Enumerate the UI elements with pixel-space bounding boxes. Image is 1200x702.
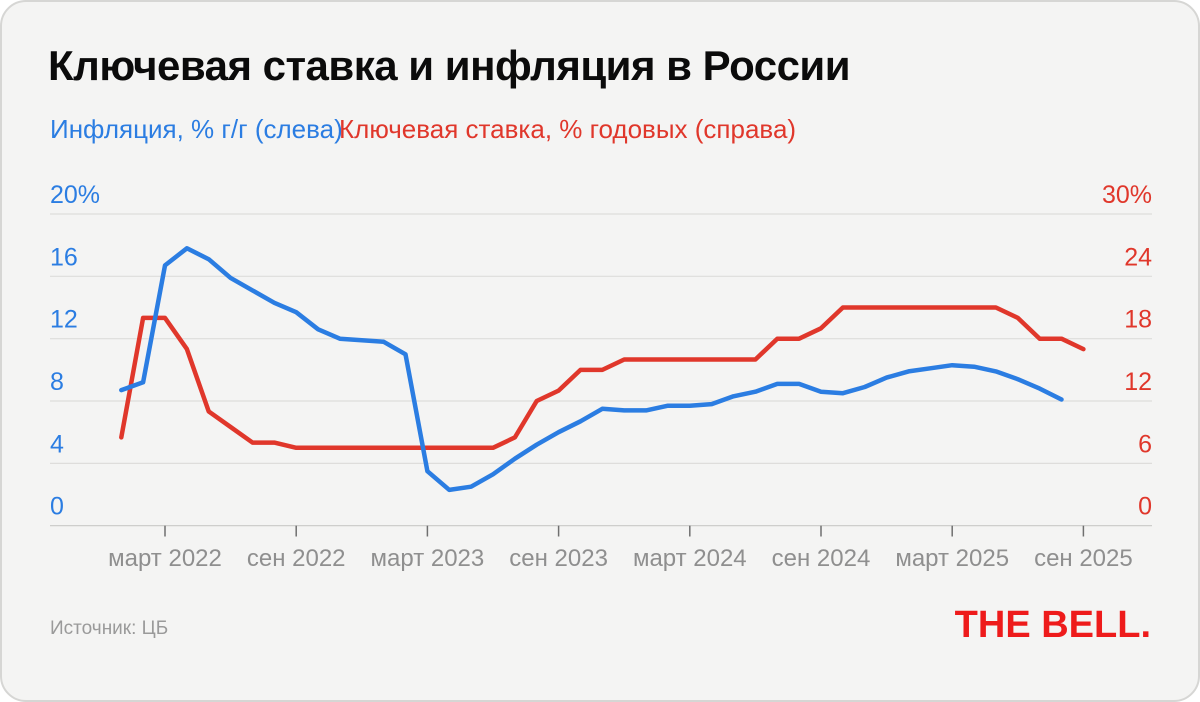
left-axis-tick-label: 4 bbox=[50, 430, 64, 458]
inflation-line bbox=[119, 246, 1064, 493]
left-axis-tick-label: 16 bbox=[50, 243, 78, 271]
x-axis-label: март 2024 bbox=[633, 545, 747, 572]
the-bell-logo: THE BELL. bbox=[954, 604, 1151, 646]
page-title: Ключевая ставка и инфляция в России bbox=[48, 42, 851, 89]
legend: Инфляция, % г/г (слева) Ключевая ставка,… bbox=[2, 114, 1198, 146]
source-label: Источник: ЦБ bbox=[50, 618, 169, 639]
legend-inflation: Инфляция, % г/г (слева) bbox=[50, 114, 343, 144]
right-axis-tick-label: 0 bbox=[1138, 493, 1152, 521]
x-axis-label: март 2025 bbox=[895, 545, 1009, 572]
right-axis-tick-label: 30% bbox=[1102, 181, 1152, 209]
left-axis-tick-label: 0 bbox=[50, 493, 64, 521]
left-axis-tick-label: 20% bbox=[50, 181, 100, 209]
right-axis-tick-label: 6 bbox=[1138, 430, 1152, 458]
right-axis-tick-label: 24 bbox=[1124, 243, 1152, 271]
right-axis-tick-label: 12 bbox=[1124, 368, 1152, 396]
x-axis-label: сен 2025 bbox=[1034, 545, 1133, 572]
left-axis-tick-label: 12 bbox=[50, 306, 78, 334]
x-axis-label: март 2023 bbox=[371, 545, 485, 572]
x-axis-label: сен 2022 bbox=[247, 545, 346, 572]
right-axis-tick-label: 18 bbox=[1124, 306, 1152, 334]
x-axis-label: сен 2023 bbox=[509, 545, 608, 572]
left-axis-tick-label: 8 bbox=[50, 368, 64, 396]
x-axis-label: март 2022 bbox=[108, 545, 222, 572]
key-rate-line bbox=[119, 305, 1086, 451]
x-axis-label: сен 2024 bbox=[772, 545, 871, 572]
legend-key-rate: Ключевая ставка, % годовых (справа) bbox=[339, 114, 797, 144]
